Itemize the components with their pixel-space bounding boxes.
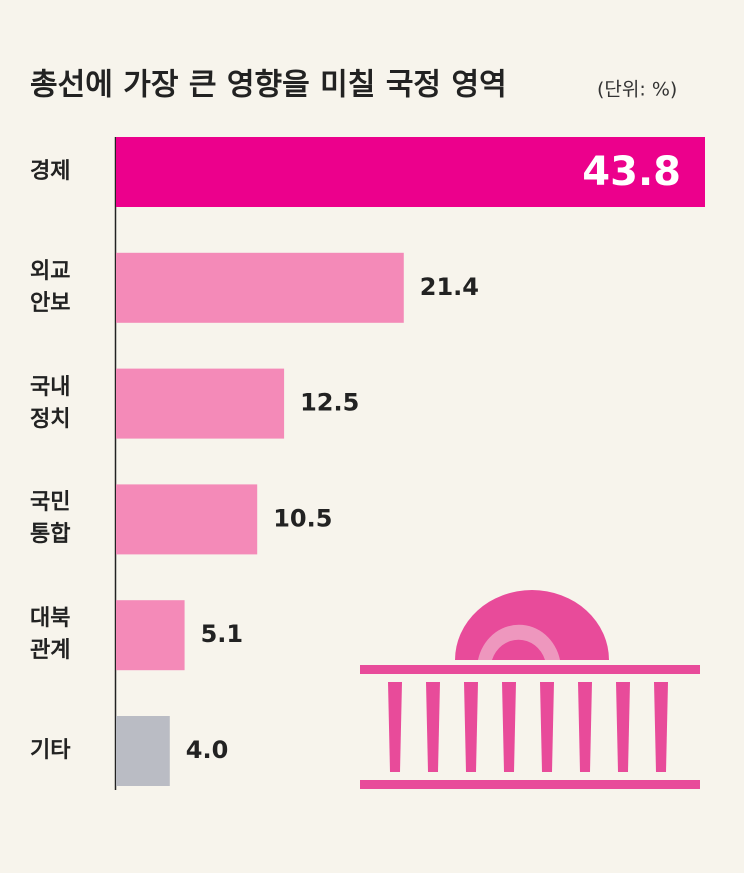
category-label: 대북 관계 <box>30 606 71 664</box>
value-label: 21.4 <box>420 273 479 301</box>
building-icon <box>360 590 700 789</box>
chart-subtitle: (단위: %) <box>597 79 677 101</box>
value-label: 5.1 <box>201 620 244 648</box>
category-label: 경제 <box>30 159 71 184</box>
value-label: 4.0 <box>186 736 229 764</box>
bar <box>116 137 705 207</box>
category-label: 기타 <box>30 738 71 763</box>
bar <box>116 484 258 555</box>
bar <box>116 368 285 439</box>
bar <box>116 716 170 786</box>
value-label: 10.5 <box>273 504 332 532</box>
category-label: 국내 정치 <box>30 374 71 432</box>
bar <box>116 600 185 671</box>
bar <box>116 252 404 323</box>
chart-title: 총선에 가장 큰 영향을 미칠 국정 영역 <box>30 68 507 103</box>
value-label: 12.5 <box>300 389 359 417</box>
category-label: 국민 통합 <box>30 490 71 548</box>
category-label: 외교 안보 <box>30 258 71 316</box>
value-label: 43.8 <box>582 149 681 195</box>
